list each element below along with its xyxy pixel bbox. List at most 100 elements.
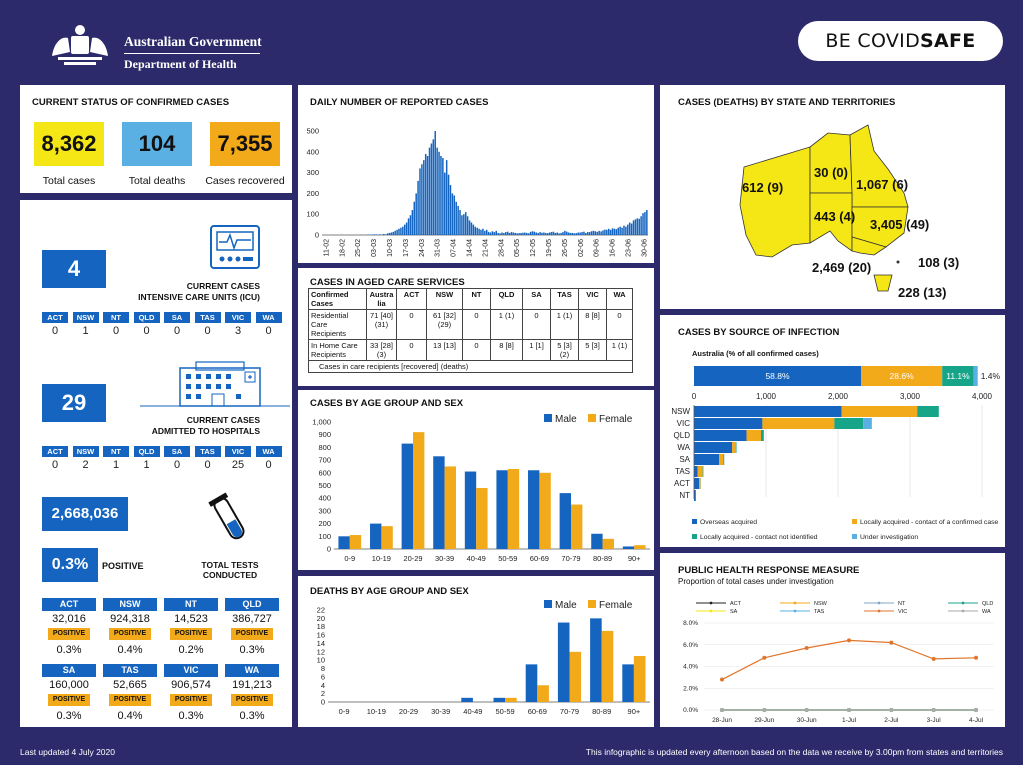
legend-label: Female [599,600,633,611]
daily-bar [520,232,522,235]
map-label-wa: 612 (9) [742,180,783,195]
tests-count: 160,000 [49,679,89,691]
y-tick-label: 6.0% [683,642,698,649]
australia-share-label: 11.1% [946,371,970,381]
daily-bar [628,222,631,235]
daily-bar [596,231,599,235]
table-cell: 33 [28] (3) [366,339,397,361]
source-of-infection-panel: CASES BY SOURCE OF INFECTION Australia (… [660,315,1005,547]
cases-recovered-label: Cases recovered [205,175,285,187]
legend-label: NT [898,601,906,607]
daily-bar [514,232,517,235]
series-point [974,655,978,660]
daily-bar [476,227,478,235]
daily-bar [449,185,452,235]
daily-cases-panel: DAILY NUMBER OF REPORTED CASES 0 100 200 30… [298,85,654,263]
series-point [847,638,851,643]
col-qld: QLD [490,288,523,310]
daily-bar [541,232,543,235]
legend-swatch [852,519,857,524]
daily-bar [489,232,492,235]
bar-female [539,472,551,549]
daily-bar [558,233,560,235]
x-tick-label: 16-06 [610,239,617,257]
y-tick-label: SA [679,455,690,464]
y-tick-label: 200 [318,519,331,528]
legend-label: Male [555,414,577,425]
daily-bar [398,228,400,235]
legend-label: TAS [814,609,825,615]
y-tick-label: 0.0% [683,707,698,714]
daily-bar [482,228,484,235]
state-value-act: 0 [51,325,59,337]
table-cell: 8 [8] [578,309,607,340]
map-label-nsw: 3,405 (49) [870,217,929,232]
tests-count: 924,318 [110,613,150,625]
daily-bar [495,230,497,235]
state-map-title: CASES (DEATHS) BY STATE AND TERRITORIES [678,97,896,108]
positive-badge: POSITIVE [109,694,151,706]
map-region-vic [851,236,887,256]
x-tick-label: 28-Jun [712,717,732,724]
y-tick-label: 18 [317,622,325,631]
covidsafe-be: BE COVID [825,30,921,52]
daily-bar [440,155,442,235]
daily-bar [594,231,597,235]
source-bar-segment [694,442,733,453]
daily-bar [487,231,490,235]
daily-bar [611,228,614,235]
bar-male [496,470,508,549]
daily-bar [634,219,637,235]
aged-care-panel: CASES IN AGED CARE SERVICES Confirmed Ca… [298,268,654,386]
source-bar-segment [723,454,725,465]
x-tick-label: 02-06 [578,239,585,257]
series-point [720,708,724,712]
daily-bar [556,232,558,235]
daily-bar [493,232,496,235]
map-region-tas [873,274,893,292]
daily-bar [474,226,477,235]
daily-bar [405,222,408,235]
source-bar-segment [694,418,763,429]
legend-label: Overseas acquired [700,519,757,526]
daily-bar [442,158,444,235]
daily-bar [566,231,568,235]
department-title: Department of Health [124,57,237,71]
source-bar-segment [694,406,842,417]
col-vic: VIC [578,288,607,310]
x-tick-label: 40-49 [467,554,486,563]
source-bar-segment [719,454,724,465]
tests-caption-1: TOTAL TESTS [201,560,259,570]
state-header-tas: TAS [194,446,221,457]
y-tick-label: 12 [317,647,325,656]
table-cell: 1 [1] [522,339,551,361]
table-cell: 5 [3] [578,339,607,361]
bar-female [634,545,646,549]
y-tick-label: TAS [675,467,690,476]
bar-female [601,630,614,702]
x-tick-label: 26-05 [562,239,569,257]
daily-bar [453,195,456,235]
table-cell: 1 (1) [550,309,579,340]
total-cases-label: Total cases [42,175,96,187]
legend-swatch [692,519,697,524]
map-label-tas: 228 (13) [898,285,946,300]
source-bar-segment [694,466,698,477]
source-bar-segment [694,490,696,501]
icu-caption-2: INTENSIVE CARE UNITS (ICU) [138,292,260,302]
y-tick-label: 4.0% [683,664,698,671]
tests-state-tas: TAS [103,664,157,677]
icu-monitor-icon [210,225,260,269]
x-tick-label: 2-Jul [884,717,899,724]
x-tick-label: 80-89 [593,554,612,563]
daily-bar [512,232,515,235]
daily-bar [407,218,410,235]
daily-bar [505,232,507,235]
daily-bar [623,225,625,235]
daily-bar [394,230,396,235]
state-value-tas: 0 [204,325,211,337]
tests-count: 191,213 [232,679,272,691]
daily-bar [383,233,385,235]
state-header-wa: WA [255,446,282,457]
table-cell: 0 [462,339,491,361]
